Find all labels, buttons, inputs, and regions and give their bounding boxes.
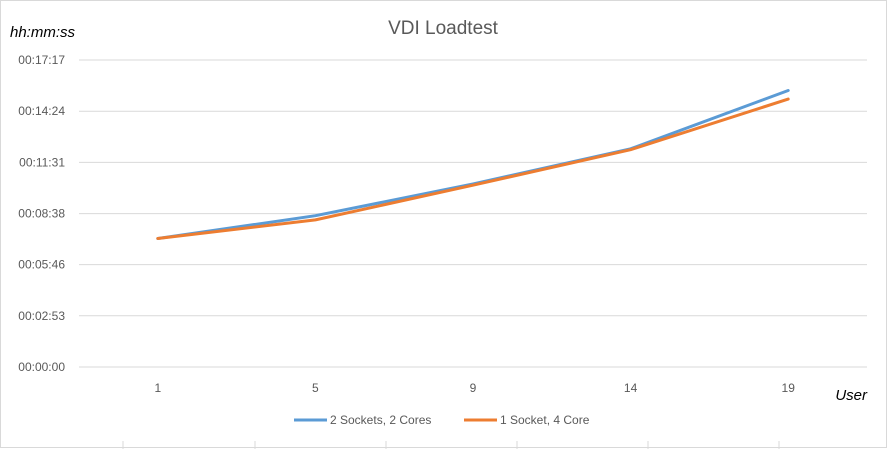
y-tick-label: 00:14:24 (18, 104, 65, 118)
gridlines (79, 59, 867, 368)
y-tick-label: 00:17:17 (18, 53, 65, 67)
legend-entry: 1 Socket, 4 Core (500, 413, 590, 427)
y-tick-label: 00:05:46 (18, 258, 65, 272)
y-axis-ticks: 00:00:00 00:02:53 00:05:46 00:08:38 00:11:31… (18, 53, 65, 374)
y-tick-label: 00:08:38 (18, 207, 65, 221)
y-axis-label: hh:mm:ss (10, 24, 76, 41)
x-tick-label: 5 (312, 381, 319, 395)
legend: 2 Sockets, 2 Cores 1 Socket, 4 Core (294, 413, 590, 427)
y-tick-label: 00:11:31 (19, 155, 65, 169)
series-line-2 (156, 97, 790, 240)
x-tick-label: 14 (624, 381, 638, 395)
y-tick-label: 00:00:00 (18, 360, 65, 374)
x-tick-label: 9 (470, 381, 477, 395)
series-lines (156, 89, 790, 240)
y-tick-label: 00:02:53 (18, 309, 65, 323)
series-line-1 (156, 89, 790, 240)
x-tick-label: 19 (782, 381, 796, 395)
x-axis-label: User (835, 387, 868, 404)
x-tick-label: 1 (154, 381, 161, 395)
legend-entry: 2 Sockets, 2 Cores (330, 413, 431, 427)
chart-title: VDI Loadtest (388, 18, 499, 39)
x-axis-ticks: 1 5 9 14 19 (154, 381, 795, 395)
